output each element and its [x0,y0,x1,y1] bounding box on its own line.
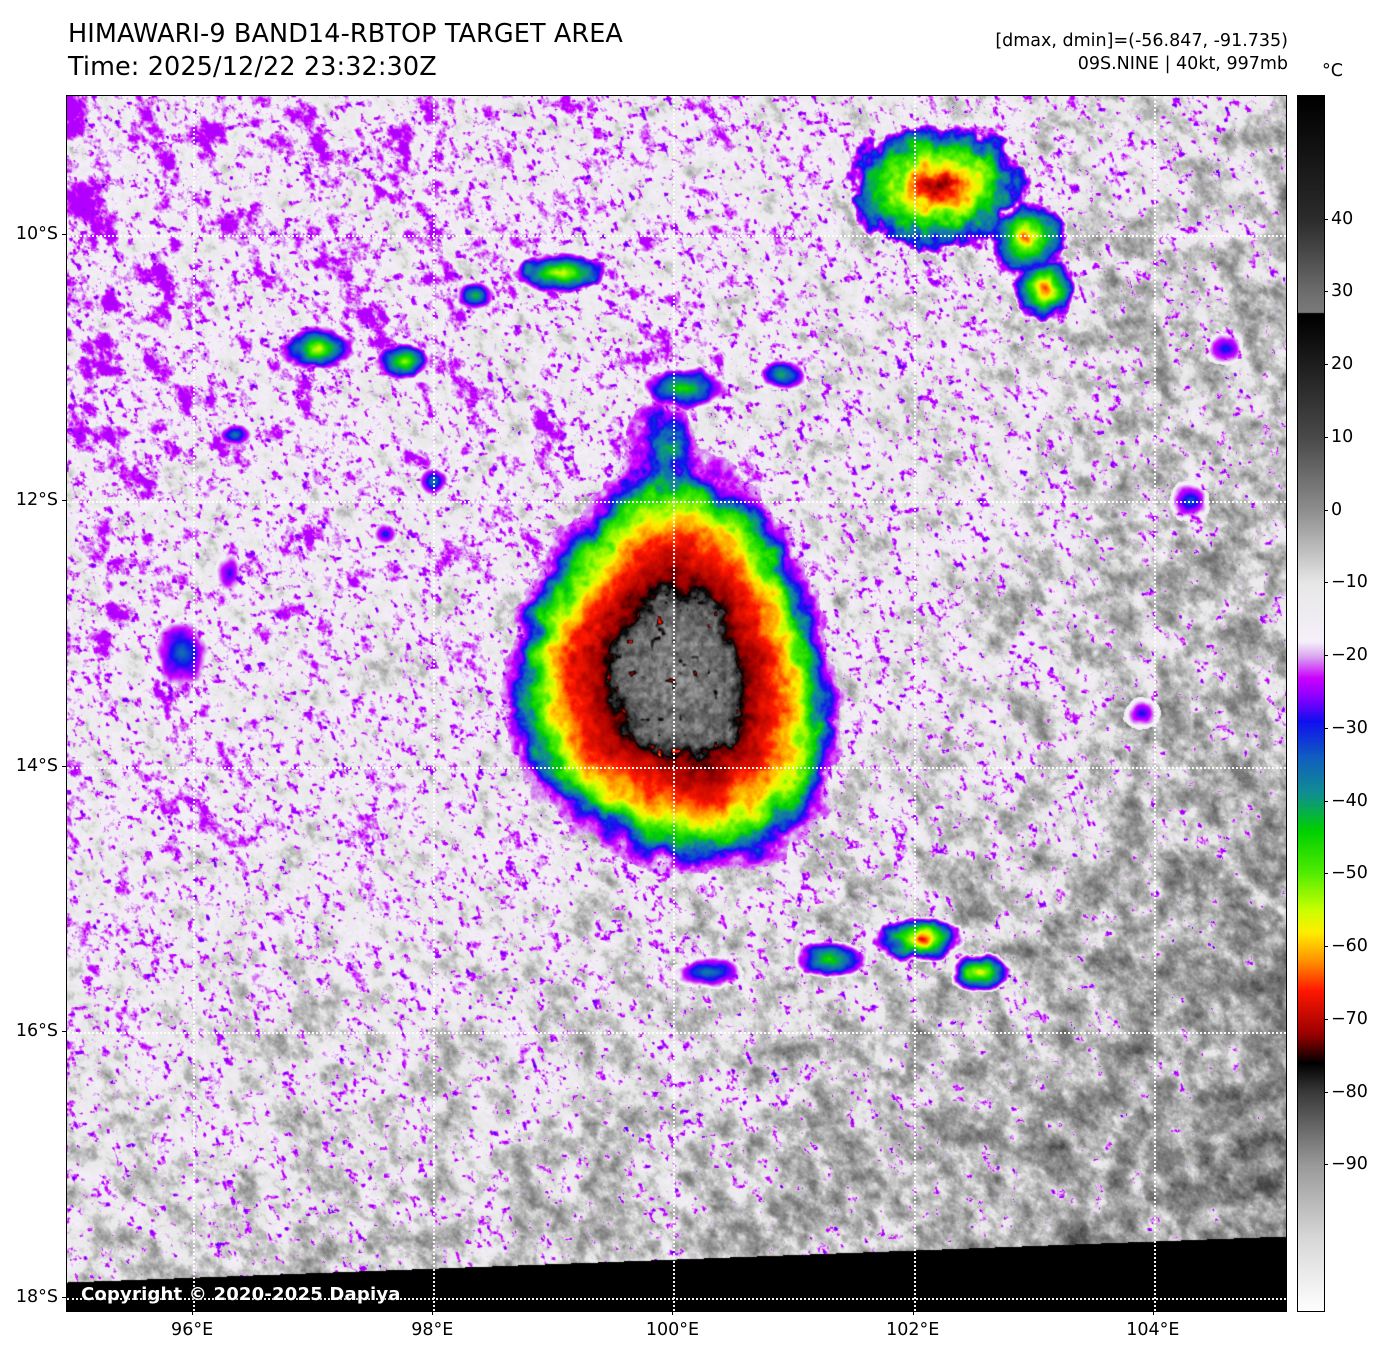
colorbar-tick-label-0: 0 [1331,499,1343,520]
colorbar-tickmark [1324,1018,1328,1020]
colorbar-gradient [1298,96,1324,1311]
colorbar-tick-label-20: 20 [1331,354,1354,375]
colorbar-tickmark [1324,655,1328,657]
colorbar-tick-label-minus70: −70 [1331,1008,1368,1029]
y-tickmark [62,1296,66,1298]
y-axis-tick-text: 16°S [15,1021,58,1042]
colorbar-tickmark [1324,946,1328,948]
x-tickmark [192,1311,194,1315]
colorbar-tick-label-minus90: −90 [1331,1154,1368,1175]
y-axis-tick-label-14S: 14°S [16,756,100,776]
colorbar-tick-label-minus20: −20 [1331,645,1368,666]
colorbar-tickmark [1324,800,1328,802]
y-axis-tick-label-10S: 10°S [16,224,100,244]
colorbar-tick-label-40: 40 [1331,208,1354,229]
temperature-colorbar[interactable] [1297,95,1325,1312]
y-axis-tick-text: 10°S [15,224,58,245]
x-axis-tick-label-104E: 104°E [1126,1320,1180,1340]
colorbar-tickmark [1324,873,1328,875]
colorbar-tick-label-minus50: −50 [1331,863,1368,884]
ir-brightness-temperature-raster [67,96,1286,1311]
colorbar-tickmark [1324,218,1328,220]
page-title: HIMAWARI-9 BAND14-RBTOP TARGET AREA [68,19,623,49]
observation-time: Time: 2025/12/22 23:32:30Z [68,51,437,82]
figure-metadata-block: [dmax, dmin]=(-56.847, -91.735) 09S.NINE… [995,30,1288,76]
y-axis-tick-label-16S: 16°S [16,1021,100,1041]
colorbar-tick-label-minus80: −80 [1331,1081,1368,1102]
x-tickmark [1152,1311,1154,1315]
y-axis-tick-text: 18°S [15,1286,58,1307]
x-tickmark [912,1311,914,1315]
colorbar-tick-label-minus10: −10 [1331,572,1368,593]
y-axis-tick-label-18S: 18°S [16,1287,100,1307]
y-tickmark [62,234,66,236]
dmax-dmin-readout: [dmax, dmin]=(-56.847, -91.735) [995,31,1288,51]
colorbar-tickmark [1324,436,1328,438]
y-axis-tick-text: 14°S [15,755,58,776]
y-axis-tick-text: 12°S [15,490,58,510]
satellite-plot-area[interactable]: Copyright © 2020-2025 Dapiya [66,95,1287,1312]
colorbar-tick-label-minus30: −30 [1331,717,1368,738]
x-axis-tick-label-100E: 100°E [645,1320,700,1340]
x-axis-tick-label-96E: 96°E [171,1320,214,1340]
colorbar-tickmark [1324,1164,1328,1166]
colorbar-tickmark [1324,582,1328,584]
colorbar-unit-label: °C [1322,61,1343,81]
y-tickmark [62,765,66,767]
copyright-notice: Copyright © 2020-2025 Dapiya [81,1284,401,1305]
x-axis-tick-label-102E: 102°E [886,1320,940,1340]
storm-info-readout: 09S.NINE | 40kt, 997mb [1077,53,1288,74]
colorbar-tickmark [1324,1091,1328,1093]
x-tickmark [432,1311,434,1315]
colorbar-tick-label-minus60: −60 [1331,936,1368,957]
y-tickmark [62,500,66,501]
figure-title-block: HIMAWARI-9 BAND14-RBTOP TARGET AREA Time… [68,18,623,83]
colorbar-tick-label-minus40: −40 [1331,790,1368,811]
colorbar-tick-label-30: 30 [1331,281,1354,302]
colorbar-tick-label-10: 10 [1331,426,1354,447]
x-tickmark [672,1311,674,1315]
y-tickmark [62,1031,66,1033]
colorbar-tickmark [1324,727,1328,729]
colorbar-tickmark [1324,291,1328,293]
x-axis-tick-label-98E: 98°E [411,1320,454,1340]
y-axis-tick-label-12S: 12°S [16,490,100,510]
colorbar-tickmark [1324,364,1328,366]
colorbar-tickmark [1324,509,1328,511]
